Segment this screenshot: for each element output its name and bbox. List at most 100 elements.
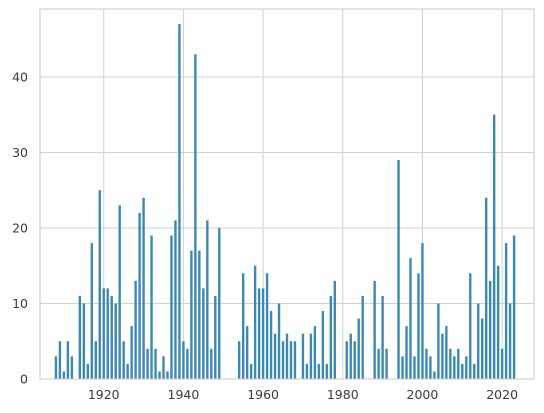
bar-2003 xyxy=(433,371,436,379)
bar-1917 xyxy=(90,243,93,379)
bar-1984 xyxy=(357,318,360,379)
bar-2014 xyxy=(477,303,480,379)
bar-1918 xyxy=(94,341,97,379)
bar-1936 xyxy=(166,371,169,379)
bar-1916 xyxy=(86,363,89,379)
bar-1991 xyxy=(385,348,388,379)
bar-1933 xyxy=(154,348,157,379)
bar-1964 xyxy=(277,303,281,379)
bar-2007 xyxy=(449,348,452,379)
bar-1925 xyxy=(122,341,125,379)
bar-1931 xyxy=(146,348,149,379)
bar-1921 xyxy=(106,288,109,379)
bar-1968 xyxy=(293,341,297,379)
bar-2008 xyxy=(453,356,456,379)
bar-1982 xyxy=(349,333,352,379)
bar-1997 xyxy=(409,258,412,379)
y-tick-label: 40 xyxy=(12,69,28,84)
bar-1963 xyxy=(273,333,277,379)
bar-1949 xyxy=(218,227,221,379)
gridlines xyxy=(40,9,534,380)
bar-2016 xyxy=(485,197,488,379)
bar-1911 xyxy=(66,341,70,379)
bar-1940 xyxy=(182,341,185,379)
bar-1988 xyxy=(373,280,376,379)
x-tick-label: 2020 xyxy=(486,387,518,402)
bar-1923 xyxy=(114,303,117,379)
bar-1937 xyxy=(170,235,173,379)
bar-1965 xyxy=(281,341,285,379)
plot-frame xyxy=(39,8,535,380)
bar-1975 xyxy=(321,311,325,379)
bar-1920 xyxy=(102,288,105,379)
bar-1954 xyxy=(238,341,241,379)
bar-1989 xyxy=(377,348,380,379)
bar-2021 xyxy=(504,243,508,379)
bar-1996 xyxy=(405,326,408,379)
bar-1926 xyxy=(126,363,129,379)
bar-1998 xyxy=(413,356,416,379)
bar-1994 xyxy=(397,160,400,379)
bar-1910 xyxy=(62,371,66,379)
bar-1947 xyxy=(210,348,213,379)
bars xyxy=(54,24,516,380)
bar-2006 xyxy=(445,326,448,379)
bar-2002 xyxy=(429,356,432,379)
bar-2015 xyxy=(481,318,484,379)
bar-2018 xyxy=(492,114,496,380)
bar-2013 xyxy=(473,363,476,379)
bar-1922 xyxy=(110,295,113,379)
bar-1973 xyxy=(313,326,317,379)
bar-1966 xyxy=(285,333,289,379)
bar-1919 xyxy=(98,190,101,379)
bar-1981 xyxy=(345,341,348,379)
bar-1934 xyxy=(158,371,161,379)
bar-1957 xyxy=(249,363,253,379)
bar-2009 xyxy=(457,348,460,379)
y-axis-ticks: 0 10 20 30 40 xyxy=(12,69,28,386)
x-tick-label: 1960 xyxy=(247,387,279,402)
bar-1977 xyxy=(329,295,333,379)
bar-1930 xyxy=(142,197,145,379)
bar-1938 xyxy=(174,220,177,379)
bar-1929 xyxy=(138,212,141,379)
bar-2020 xyxy=(500,348,504,379)
bar-1995 xyxy=(401,356,404,379)
bar-2012 xyxy=(469,273,472,379)
bar-1943 xyxy=(194,54,197,380)
bar-1990 xyxy=(381,295,384,379)
bar-1909 xyxy=(58,341,62,379)
bar-1959 xyxy=(257,288,261,379)
y-tick-label: 0 xyxy=(20,372,28,387)
bar-1928 xyxy=(134,280,137,379)
x-axis-ticks: 1920 1940 1960 1980 2000 2020 xyxy=(88,387,518,402)
x-tick-label: 1980 xyxy=(327,387,359,402)
x-tick-label: 1920 xyxy=(88,387,120,402)
bar-2019 xyxy=(496,265,500,379)
bar-1944 xyxy=(198,250,201,379)
y-tick-label: 30 xyxy=(12,145,28,160)
bar-1945 xyxy=(202,288,205,379)
bar-2000 xyxy=(421,243,424,379)
bar-1942 xyxy=(190,250,193,379)
bar-1955 xyxy=(241,273,245,379)
bar-1935 xyxy=(162,356,165,379)
bar-2011 xyxy=(465,356,468,379)
bar-1939 xyxy=(178,24,181,379)
bar-1927 xyxy=(130,326,133,379)
bar-1978 xyxy=(333,280,336,379)
bar-1960 xyxy=(261,288,265,379)
bar-1915 xyxy=(82,303,86,379)
bar-1983 xyxy=(353,341,356,379)
y-tick-label: 20 xyxy=(12,220,28,235)
bar-1961 xyxy=(265,273,269,379)
bar-1958 xyxy=(253,265,257,379)
bar-2001 xyxy=(425,348,428,379)
bar-2022 xyxy=(508,303,512,379)
bar-1967 xyxy=(289,341,293,379)
bar-1972 xyxy=(309,333,313,379)
bar-2005 xyxy=(441,333,444,379)
bar-1912 xyxy=(70,356,74,379)
x-tick-label: 1940 xyxy=(168,387,200,402)
